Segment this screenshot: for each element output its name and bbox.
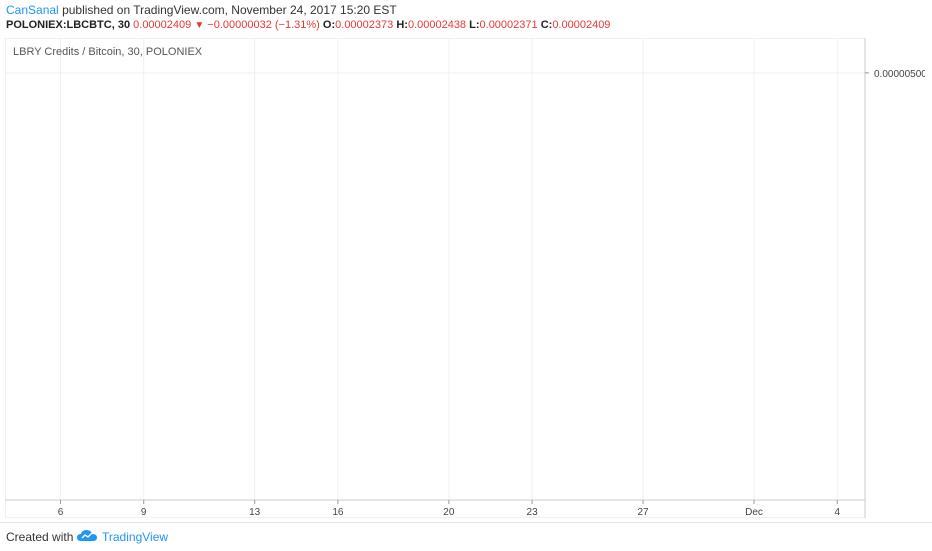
time-axis[interactable]: 6 9 13 16 20 23 27 Dec 4 — [58, 500, 841, 518]
x-tick-label: 20 — [443, 507, 455, 518]
grid — [5, 38, 865, 500]
open-value: 0.00002373 — [335, 19, 394, 31]
tradingview-brand[interactable]: TradingView — [102, 530, 169, 544]
price-axis[interactable]: 0.000005000.000010000.000015000.00002000… — [865, 38, 927, 80]
low-value: 0.00002371 — [479, 19, 538, 31]
x-tick-label: 9 — [141, 507, 147, 518]
x-tick-label: 13 — [249, 507, 261, 518]
x-tick-label: 16 — [332, 507, 344, 518]
ohlc-bar: POLONIEX:LBCBTC, 30 0.00002409 ▼ −0.0000… — [6, 19, 610, 31]
high-label: H: — [396, 19, 408, 31]
last-price-value: 0.00002409 — [133, 19, 192, 31]
publish-info: CanSanal published on TradingView.com, N… — [6, 3, 397, 17]
published-text: published on TradingView.com, November 2… — [62, 3, 397, 17]
chart-header: CanSanal published on TradingView.com, N… — [0, 0, 932, 34]
open-label: O: — [322, 19, 336, 31]
created-with-text: Created with — [6, 530, 74, 544]
x-tick-label: 4 — [834, 507, 840, 518]
footer: Created with TradingView — [0, 522, 932, 551]
plot-background — [4, 37, 866, 519]
x-tick-label: Dec — [745, 507, 763, 518]
tradingview-cloud-icon — [77, 530, 97, 541]
chart-title: LBRY Credits / Bitcoin, 30, POLONIEX — [13, 46, 203, 58]
price-chart[interactable]: 0.000005000.000010000.000015000.00002000… — [4, 37, 927, 519]
change-value: −0.00000032 (−1.31%) — [207, 19, 320, 31]
y-tick-label: 0.00000500 — [874, 69, 925, 80]
low-label: L: — [469, 19, 480, 31]
x-tick-label: 6 — [58, 507, 64, 518]
chart-area[interactable]: 0.000005000.000010000.000015000.00002000… — [4, 37, 927, 519]
close-value: 0.00002409 — [552, 19, 611, 31]
symbol[interactable]: POLONIEX:LBCBTC, 30 — [6, 19, 131, 31]
high-value: 0.00002438 — [407, 19, 467, 31]
down-triangle-icon: ▼ — [194, 20, 205, 31]
x-tick-label: 23 — [527, 507, 539, 518]
close-label: C: — [540, 19, 553, 31]
author-link[interactable]: CanSanal — [6, 3, 59, 17]
x-tick-label: 27 — [638, 507, 650, 518]
